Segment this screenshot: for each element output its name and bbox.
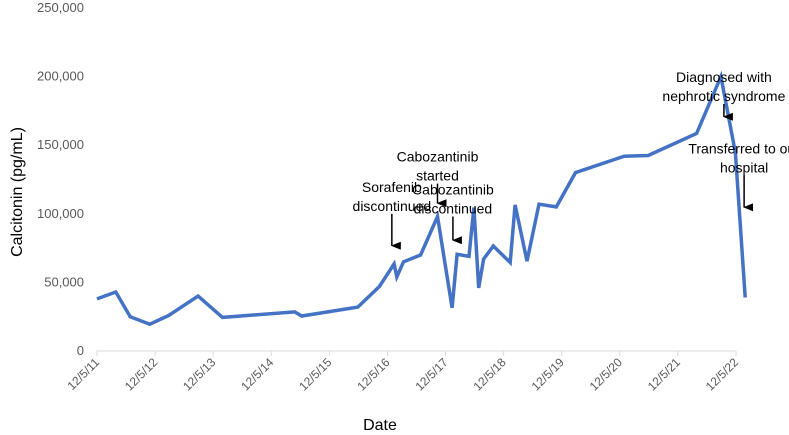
x-tick-label: 12/5/15 xyxy=(296,355,334,393)
x-tick-label: 12/5/19 xyxy=(529,355,567,393)
x-tick-label: 12/5/22 xyxy=(703,355,741,393)
y-tick-label: 150,000 xyxy=(37,137,84,152)
x-axis-title: Date xyxy=(363,417,397,434)
y-tick-label: 0 xyxy=(77,343,84,358)
x-tick-label: 12/5/13 xyxy=(180,355,218,393)
annotation-label: Sorafenib discontinued xyxy=(353,179,432,214)
x-tick-label: 12/5/12 xyxy=(122,355,160,393)
y-tick-label: 100,000 xyxy=(37,206,84,221)
axes: 0 50,000 100,000 150,000 200,000 250,000 12/5/… xyxy=(37,0,741,393)
x-tick-label: 12/5/16 xyxy=(354,355,392,393)
annotation: Transferred to our hospital xyxy=(688,140,789,212)
annotation-label: Cabozantinib started xyxy=(397,149,479,184)
annotation: Diagnosed with nephrotic syndrome xyxy=(662,69,786,121)
series-layer xyxy=(96,70,747,327)
annotation: Cabozantinib started xyxy=(397,149,479,208)
annotation-label: Cabozantinib discontinued xyxy=(412,182,494,217)
x-tick-label: 12/5/20 xyxy=(587,355,625,393)
y-tick-label: 200,000 xyxy=(37,69,84,84)
y-tick-label: 50,000 xyxy=(44,274,84,289)
annotation-label: Diagnosed with nephrotic syndrome xyxy=(662,69,785,104)
annotation: Cabozantinib discontinued xyxy=(412,182,494,245)
x-tick-label: 12/5/11 xyxy=(65,355,103,393)
x-tick-label: 12/5/14 xyxy=(238,355,276,393)
y-tick-label: 250,000 xyxy=(37,0,84,15)
x-tick-label: 12/5/18 xyxy=(471,355,509,393)
annotation: Sorafenib discontinued xyxy=(353,179,432,250)
y-axis-title: Calcitonin (pg/mL) xyxy=(9,127,26,257)
annotation-label: Transferred to our hospital xyxy=(688,140,789,175)
x-tick-label: 12/5/17 xyxy=(412,355,450,393)
series-line xyxy=(96,70,747,327)
x-tick-label: 12/5/21 xyxy=(645,355,683,393)
